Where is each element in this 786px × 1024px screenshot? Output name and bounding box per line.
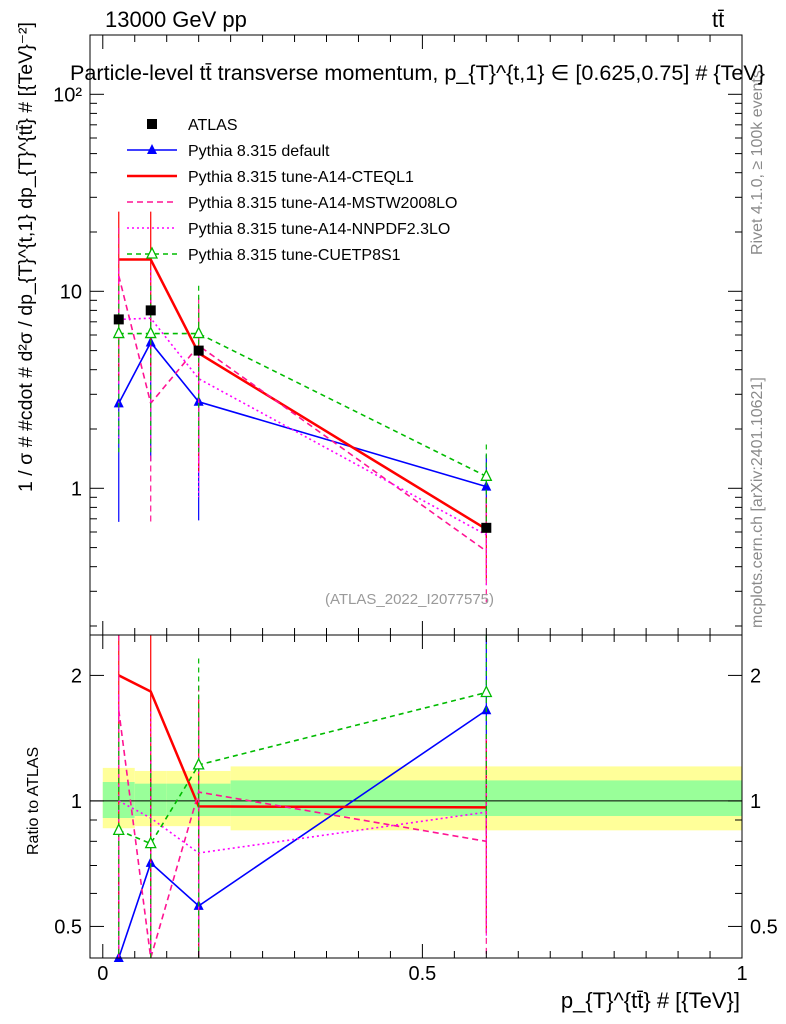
main-y-tick-label: 10² [53,84,82,106]
main-marker [481,480,492,491]
mcplots-label: mcplots.cern.ch [arXiv:2401.10621] [749,377,766,628]
data-marker [113,314,124,325]
x-tick-label: 0.5 [408,963,436,985]
main-series-1 [118,211,487,581]
main-series-line [118,340,487,488]
ratio-y-tick-label-left: 0.5 [54,916,82,938]
energy-label: 13000 GeV pp [105,7,247,32]
rivet-label: Rivet 4.1.0, ≥ 100k events [749,70,766,255]
legend-marker [145,246,159,259]
main-marker [144,326,157,339]
main-y-tick-label: 10 [60,281,82,303]
ratio-frame [89,634,743,959]
ratio-y-tick-label-left: 1 [71,791,82,813]
legend-label: Pythia 8.315 default [188,143,330,160]
main-marker [112,326,125,339]
data-marker [193,345,204,356]
main-series-line [118,258,487,531]
ratio-y-tick-label-right: 1 [750,791,761,813]
main-panel: 1 10 10² [53,34,743,636]
ratio-marker [192,757,205,770]
main-marker [192,326,205,339]
legend: ATLAS Pythia 8.315 default Pythia 8.315 tu… [127,117,457,264]
ratio-series-line [118,674,487,809]
ratio-series-line [117,710,487,959]
legend-marker [147,144,157,154]
legend-label: Pythia 8.315 tune-CUETP8S1 [188,247,401,264]
ratio-y-tick-label-right: 2 [750,665,761,687]
data-marker [481,522,492,533]
process-label: tt̄ [712,7,724,32]
ratio-panel: 0.5 0.5 1 1 2 2 0 0.5 1 [54,634,778,985]
legend-label: Pythia 8.315 tune-A14-NNPDF2.3LO [188,221,450,238]
x-tick-label: 1 [736,963,747,985]
legend-marker [147,119,157,129]
legend-label: ATLAS [188,117,238,134]
x-axis-label: p_{T}^{tt̄} # [{TeV}] [561,988,740,1013]
ratio-series-line [118,800,487,854]
chart-title: Particle-level tt̄ transverse momentum, … [70,62,765,85]
main-series-2 [117,227,487,603]
ratio-series-4 [112,635,493,958]
main-series-line [117,275,487,552]
x-tick-label: 0 [97,963,108,985]
data-marker [145,305,156,316]
ratio-marker [112,822,125,835]
ratio-y-tick-label-right: 0.5 [750,916,778,938]
analysis-annotation: (ATLAS_2022_I2077575) [325,591,494,608]
main-y-axis-label: 1 / σ # #cdot # d²σ / dp_{T}^{t,1} dp_{T… [16,22,37,492]
main-marker [480,468,493,481]
legend-label: Pythia 8.315 tune-A14-MSTW2008LO [188,195,457,212]
main-data-points [113,305,492,533]
main-series-3 [118,270,487,587]
ratio-y-tick-label-left: 2 [71,665,82,687]
main-y-tick-label: 1 [71,478,82,500]
main-series-line [118,317,487,536]
main-series-line [118,332,487,478]
legend-label: Pythia 8.315 tune-A14-CTEQL1 [188,169,414,186]
ratio-marker [144,836,157,849]
ratio-marker [480,685,493,698]
ratio-y-axis-label: Ratio to ATLAS [25,747,42,855]
main-series-4 [112,285,493,528]
